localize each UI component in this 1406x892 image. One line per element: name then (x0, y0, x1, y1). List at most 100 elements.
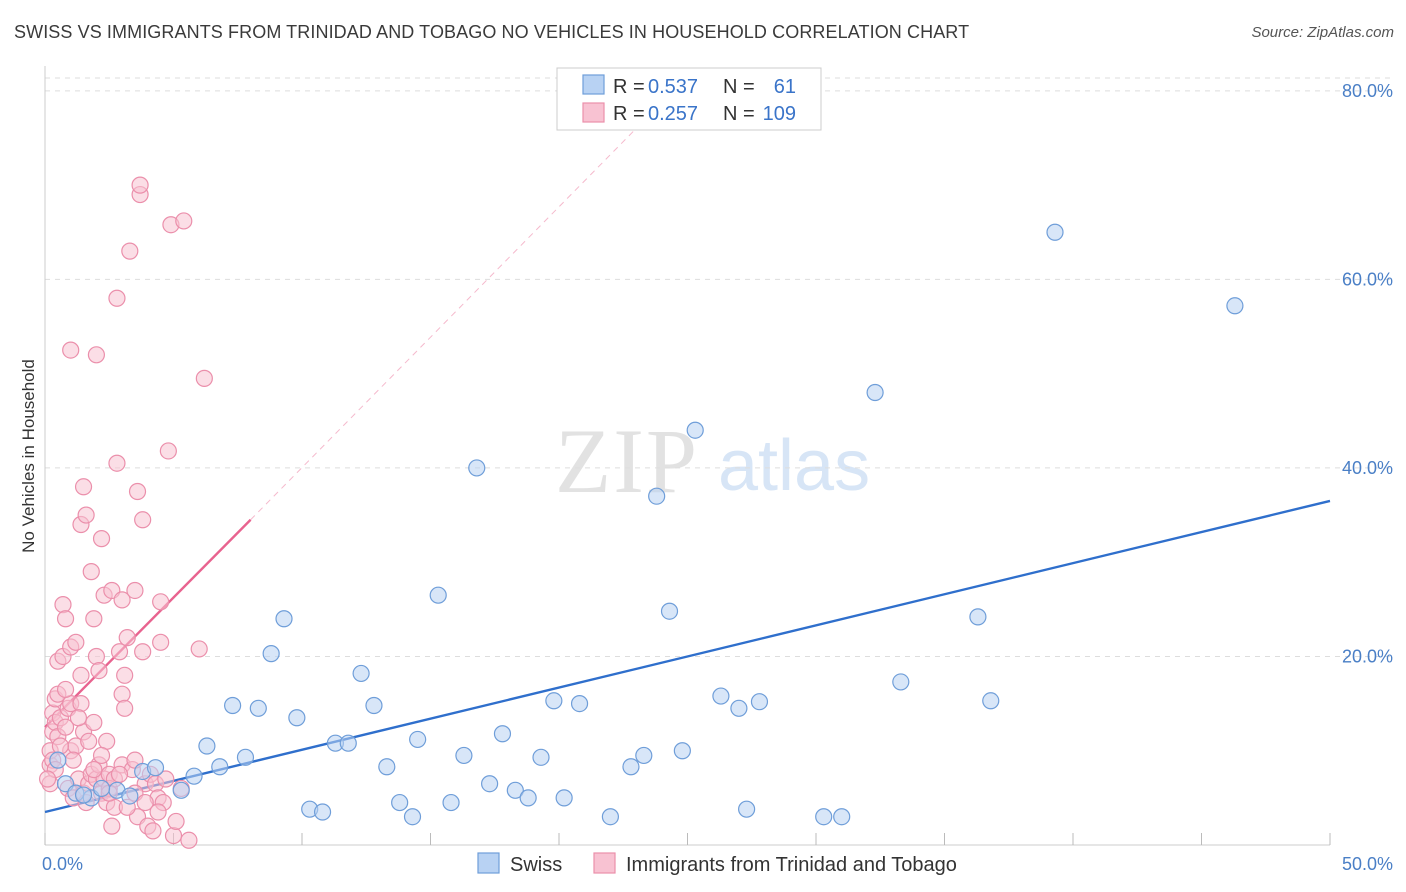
gridlines (45, 77, 1395, 657)
point-tt-103 (110, 765, 129, 783)
point-tt-14 (56, 718, 75, 736)
point-tt-12 (54, 596, 72, 614)
point-tt-106 (136, 793, 154, 812)
point-tt-95 (51, 737, 70, 755)
y-tick-labels: 20.0% 40.0% 60.0% 80.0% (1342, 81, 1393, 667)
point-swiss-46 (686, 421, 704, 439)
point-tt-97 (64, 751, 82, 769)
point-tt-62 (116, 666, 134, 684)
series-swiss-points (49, 223, 1244, 826)
point-tt-13 (56, 610, 75, 628)
x-tick-label-1: 50.0% (1342, 854, 1393, 874)
point-swiss-13 (236, 748, 255, 766)
point-tt-73 (134, 643, 152, 661)
point-swiss-36 (532, 748, 550, 766)
point-tt-20 (62, 341, 80, 359)
point-swiss-49 (738, 800, 756, 818)
point-swiss-5 (121, 787, 139, 805)
watermark-zip: ZIP (555, 410, 699, 512)
point-tt-67 (126, 581, 144, 600)
point-tt-57 (110, 643, 129, 661)
stats-legend: R = 0.537 N = 61 R = 0.257 N = 109 (556, 67, 822, 131)
point-tt-108 (38, 770, 57, 788)
point-swiss-54 (892, 673, 910, 691)
point-swiss-25 (391, 793, 409, 812)
point-tt-96 (56, 680, 75, 699)
point-tt-26 (72, 694, 90, 713)
stats-legend-swatch-tt (582, 102, 605, 123)
point-swiss-55 (969, 608, 987, 626)
point-swiss-32 (481, 775, 499, 793)
point-tt-72 (134, 511, 152, 529)
series-legend-label-swiss: Swiss (510, 854, 562, 876)
point-swiss-34 (506, 781, 524, 799)
series-legend-label-tt: Immigrants from Trinidad and Tobago (626, 854, 957, 876)
point-swiss-41 (622, 758, 640, 776)
series-tt-points (38, 176, 213, 849)
point-swiss-52 (833, 808, 851, 826)
point-tt-64 (121, 242, 139, 260)
point-tt-33 (80, 732, 98, 750)
point-swiss-58 (1226, 297, 1244, 315)
point-tt-81 (152, 633, 170, 651)
trend-line-tt-1 (44, 518, 252, 729)
trend-line-swiss-0 (44, 499, 1331, 814)
point-swiss-53 (866, 383, 884, 402)
point-swiss-7 (146, 759, 165, 777)
point-swiss-26 (403, 808, 422, 826)
point-swiss-17 (288, 709, 306, 727)
point-tt-83 (157, 770, 175, 788)
chart-title: SWISS VS IMMIGRANTS FROM TRINIDAD AND TO… (14, 22, 970, 42)
point-swiss-12 (224, 696, 242, 715)
point-swiss-43 (648, 487, 666, 505)
stats-legend-swatch-swiss (582, 74, 605, 95)
point-tt-56 (108, 289, 126, 307)
point-tt-40 (87, 346, 106, 364)
point-tt-43 (92, 530, 111, 548)
watermark: ZIP atlas (555, 410, 870, 512)
y-tick-label-0: 20.0% (1342, 646, 1393, 666)
point-swiss-23 (365, 696, 383, 715)
point-tt-86 (164, 826, 183, 845)
point-swiss-38 (555, 789, 573, 807)
source-credit: Source: ZipAtlas.com (1251, 24, 1394, 41)
point-tt-77 (144, 822, 162, 840)
y-tick-label-1: 40.0% (1342, 458, 1393, 478)
point-swiss-33 (493, 725, 512, 743)
point-tt-37 (85, 610, 103, 628)
point-swiss-37 (545, 692, 563, 710)
stats-legend-n-label-swiss: N = (723, 76, 755, 98)
series-legend-swatch-swiss (477, 852, 500, 874)
point-swiss-16 (275, 610, 293, 628)
point-tt-68 (128, 482, 147, 501)
point-tt-51 (103, 817, 121, 835)
point-swiss-60 (92, 779, 111, 798)
point-tt-59 (113, 685, 131, 703)
point-swiss-42 (635, 746, 653, 765)
point-swiss-11 (211, 758, 229, 776)
point-swiss-0 (49, 751, 67, 769)
point-swiss-40 (601, 808, 620, 826)
point-swiss-44 (660, 602, 679, 620)
point-swiss-28 (429, 586, 447, 604)
stats-legend-n-value-swiss: 61 (774, 76, 796, 98)
watermark-atlas: atlas (718, 426, 870, 506)
point-swiss-10 (198, 737, 216, 755)
point-swiss-14 (249, 699, 267, 717)
point-swiss-48 (730, 699, 748, 717)
point-swiss-31 (468, 459, 486, 477)
point-tt-34 (82, 563, 100, 581)
point-swiss-21 (339, 734, 357, 752)
point-swiss-8 (172, 781, 190, 799)
point-swiss-22 (352, 664, 370, 683)
point-tt-100 (85, 760, 103, 779)
point-tt-63 (118, 629, 136, 647)
point-tt-71 (131, 176, 149, 194)
series-legend-swatch-tt (593, 852, 616, 874)
point-swiss-50 (750, 693, 769, 711)
x-tick-labels: 0.0% 50.0% (42, 854, 1393, 874)
stats-legend-n-value-tt: 109 (763, 103, 796, 125)
point-tt-25 (72, 666, 90, 684)
point-tt-87 (167, 812, 185, 831)
